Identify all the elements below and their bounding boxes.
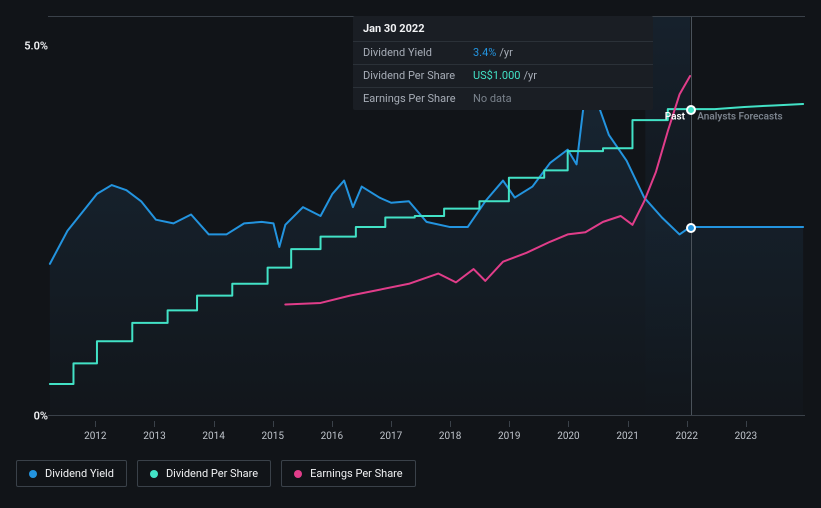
x-tick: [391, 421, 392, 427]
divider-line: [691, 17, 692, 415]
x-tick: [332, 421, 333, 427]
legend-item[interactable]: Dividend Yield: [16, 460, 127, 487]
tooltip-row: Earnings Per ShareNo data: [353, 88, 653, 110]
y-axis: 5.0%0%: [16, 16, 48, 416]
marker-dot: [686, 223, 696, 233]
legend-dot-icon: [294, 470, 302, 478]
tooltip-row-value: 3.4%: [473, 46, 496, 60]
x-axis-label: 2020: [557, 431, 579, 442]
x-tick: [509, 421, 510, 427]
x-axis-label: 2018: [439, 431, 461, 442]
x-axis-label: 2022: [675, 431, 697, 442]
x-tick: [273, 421, 274, 427]
tooltip-row-label: Dividend Yield: [363, 46, 473, 60]
x-axis-label: 2015: [261, 431, 283, 442]
legend-dot-icon: [29, 470, 37, 478]
x-tick: [154, 421, 155, 427]
legend-item[interactable]: Earnings Per Share: [281, 460, 416, 487]
tooltip-row: Dividend Yield3.4%/yr: [353, 42, 653, 65]
tooltip-row-suffix: /yr: [523, 69, 536, 83]
x-axis-label: 2013: [143, 431, 165, 442]
x-tick: [687, 421, 688, 427]
legend-label: Dividend Yield: [45, 467, 114, 480]
x-axis-label: 2012: [84, 431, 106, 442]
x-axis-label: 2023: [735, 431, 757, 442]
y-axis-label: 0%: [34, 410, 48, 423]
x-axis-label: 2016: [321, 431, 343, 442]
legend-label: Dividend Per Share: [166, 467, 258, 480]
x-axis-label: 2017: [380, 431, 402, 442]
tooltip-row-label: Earnings Per Share: [363, 92, 473, 106]
chart-tooltip: Jan 30 2022 Dividend Yield3.4%/yrDividen…: [353, 16, 653, 110]
tooltip-date: Jan 30 2022: [353, 16, 653, 42]
tooltip-row-value: No data: [473, 92, 512, 106]
legend-item[interactable]: Dividend Per Share: [137, 460, 271, 487]
tooltip-row-value: US$1.000: [473, 69, 520, 83]
legend: Dividend Yield Dividend Per Share Earnings…: [16, 460, 416, 487]
x-tick: [95, 421, 96, 427]
legend-dot-icon: [150, 470, 158, 478]
tooltip-row-suffix: /yr: [499, 46, 512, 60]
marker-dot: [686, 105, 696, 115]
x-tick: [214, 421, 215, 427]
y-axis-label: 5.0%: [24, 39, 48, 52]
x-tick: [568, 421, 569, 427]
x-tick: [450, 421, 451, 427]
tooltip-row: Dividend Per ShareUS$1.000/yr: [353, 65, 653, 88]
past-label: Past: [665, 112, 685, 123]
x-axis-label: 2019: [498, 431, 520, 442]
x-tick: [746, 421, 747, 427]
legend-label: Earnings Per Share: [310, 467, 403, 480]
x-axis-label: 2021: [616, 431, 638, 442]
forecast-label: Analysts Forecasts: [697, 112, 782, 123]
x-axis-label: 2014: [202, 431, 224, 442]
tooltip-row-label: Dividend Per Share: [363, 69, 473, 83]
x-axis: 2012 2013 2014 2015 2016 2017 2018 2019 2020 2021…: [48, 421, 805, 446]
x-tick: [628, 421, 629, 427]
